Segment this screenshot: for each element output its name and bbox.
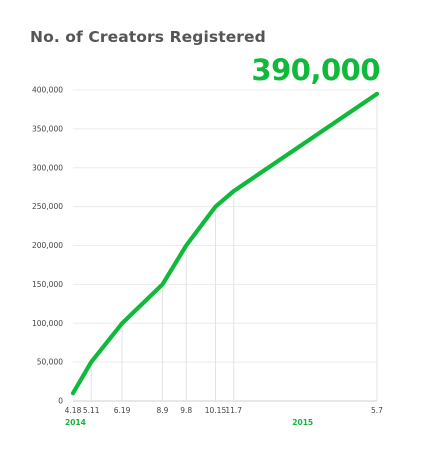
data-point — [214, 205, 217, 209]
x-tick-label: 4.18 — [65, 406, 82, 415]
x-tick-label: 5.7 — [371, 406, 383, 415]
y-tick-label: 400,000 — [32, 86, 63, 95]
y-tick-label: 200,000 — [32, 241, 63, 250]
data-point — [71, 391, 75, 395]
x-tick-label: 6.19 — [114, 406, 131, 415]
y-tick-label: 50,000 — [37, 358, 63, 367]
y-tick-label: 250,000 — [32, 202, 63, 211]
series-line — [70, 91, 380, 396]
x-tick-label: 8.9 — [156, 406, 168, 415]
y-tick-label: 300,000 — [32, 163, 63, 172]
x-tick-label: 10.15 — [205, 406, 227, 415]
data-point — [375, 92, 379, 96]
y-tick-label: 0 — [58, 397, 63, 406]
year-label: 2014 — [65, 418, 86, 427]
series-group — [70, 91, 380, 396]
x-tick-label: 9.8 — [180, 406, 192, 415]
data-point — [184, 244, 188, 247]
y-axis: 0 50,000 100,000 150,000 200,000 250,000 300,0… — [32, 86, 63, 406]
total-callout: 390,000 — [251, 53, 380, 87]
x-axis: 4.18 5.11 6.19 8.9 9.8 10.15 11.7 5.7 2014 2015 — [65, 406, 384, 427]
grid-lines — [73, 89, 378, 402]
y-tick-label: 350,000 — [32, 124, 63, 133]
data-point — [232, 189, 236, 193]
data-point — [160, 282, 164, 286]
x-tick-label: 11.7 — [225, 406, 242, 415]
y-tick-label: 100,000 — [32, 319, 63, 328]
year-label: 2015 — [292, 418, 313, 427]
data-point — [89, 360, 93, 364]
data-point — [120, 321, 124, 325]
chart-title: No. of Creators Registered — [30, 28, 266, 46]
y-tick-label: 150,000 — [32, 280, 63, 289]
x-tick-label: 5.11 — [83, 406, 100, 415]
